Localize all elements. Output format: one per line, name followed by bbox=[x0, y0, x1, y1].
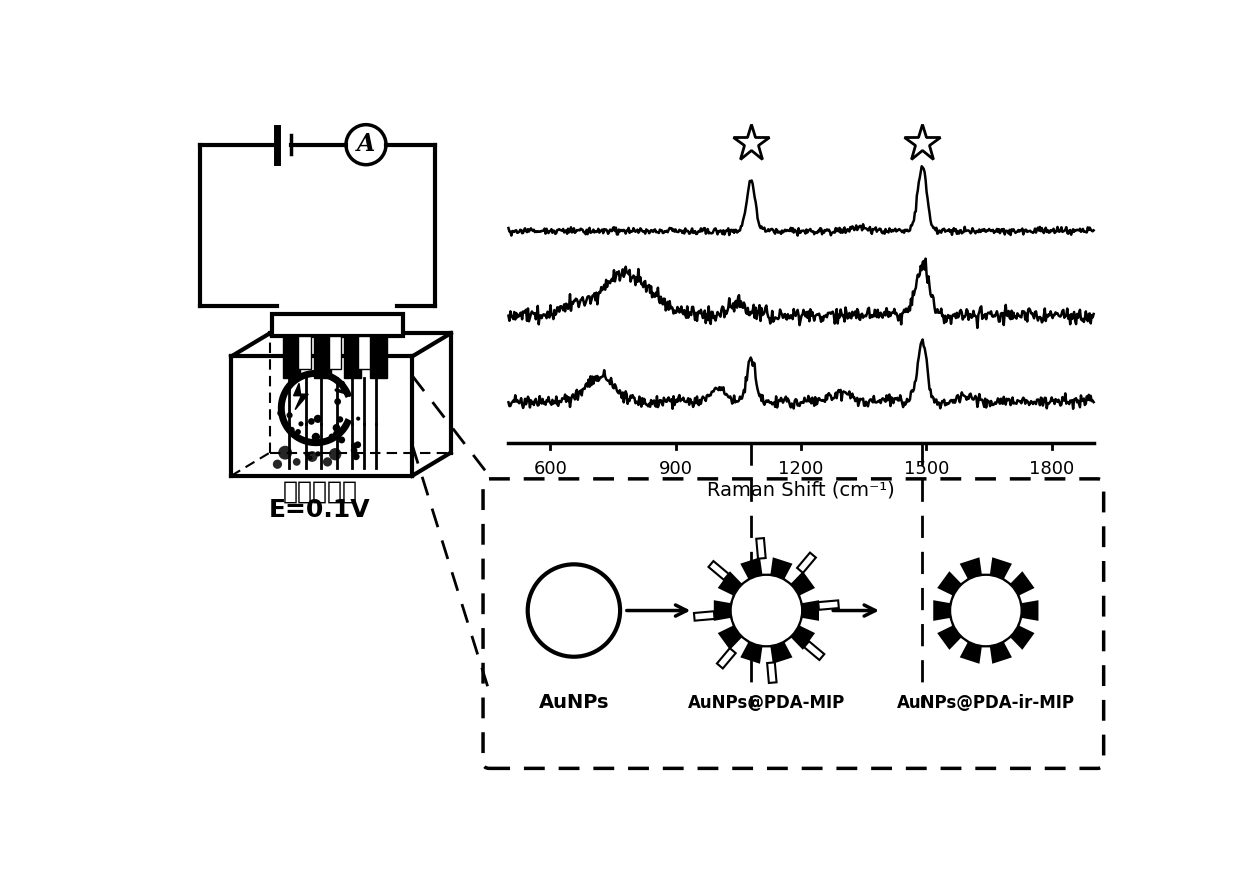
Text: AuNPs: AuNPs bbox=[538, 693, 609, 712]
Text: 1500: 1500 bbox=[904, 460, 949, 479]
Circle shape bbox=[332, 424, 340, 432]
Circle shape bbox=[293, 458, 300, 466]
Circle shape bbox=[337, 416, 343, 423]
Text: 600: 600 bbox=[533, 460, 567, 479]
Circle shape bbox=[355, 441, 361, 448]
Text: A: A bbox=[357, 132, 376, 156]
Circle shape bbox=[299, 421, 304, 426]
Polygon shape bbox=[717, 648, 735, 669]
Text: 1200: 1200 bbox=[779, 460, 823, 479]
Text: 900: 900 bbox=[658, 460, 693, 479]
Circle shape bbox=[322, 457, 332, 467]
Bar bbox=[329, 336, 341, 369]
Circle shape bbox=[305, 452, 310, 457]
Circle shape bbox=[335, 399, 341, 405]
Polygon shape bbox=[294, 384, 309, 410]
Bar bbox=[283, 336, 300, 378]
Polygon shape bbox=[714, 559, 818, 663]
Polygon shape bbox=[797, 553, 816, 573]
Bar bbox=[345, 336, 361, 378]
Circle shape bbox=[732, 576, 801, 645]
Bar bbox=[299, 336, 310, 369]
Text: Raman Shift (cm⁻¹): Raman Shift (cm⁻¹) bbox=[707, 480, 895, 500]
Circle shape bbox=[339, 437, 345, 443]
Circle shape bbox=[351, 447, 357, 453]
Circle shape bbox=[356, 417, 361, 420]
Circle shape bbox=[273, 460, 281, 469]
Circle shape bbox=[351, 443, 357, 449]
Circle shape bbox=[329, 433, 335, 439]
Circle shape bbox=[286, 412, 293, 419]
Bar bbox=[272, 314, 403, 336]
Text: E=0.1V: E=0.1V bbox=[269, 499, 371, 522]
Circle shape bbox=[951, 576, 1021, 645]
Text: 电化学富集: 电化学富集 bbox=[283, 480, 357, 503]
Circle shape bbox=[315, 452, 321, 457]
Circle shape bbox=[314, 415, 322, 423]
Polygon shape bbox=[804, 641, 825, 660]
Text: AuNPs@PDA-ir-MIP: AuNPs@PDA-ir-MIP bbox=[897, 694, 1075, 712]
Polygon shape bbox=[756, 538, 765, 559]
Circle shape bbox=[289, 426, 295, 433]
Polygon shape bbox=[694, 611, 714, 621]
Circle shape bbox=[308, 418, 315, 425]
Text: 1800: 1800 bbox=[1029, 460, 1075, 479]
Circle shape bbox=[278, 446, 293, 460]
Text: AuNPs@PDA-MIP: AuNPs@PDA-MIP bbox=[688, 694, 844, 712]
Circle shape bbox=[329, 448, 341, 460]
Circle shape bbox=[306, 451, 317, 462]
Circle shape bbox=[352, 453, 360, 460]
Circle shape bbox=[311, 433, 320, 441]
Circle shape bbox=[309, 456, 312, 460]
Bar bbox=[370, 336, 387, 378]
Polygon shape bbox=[818, 601, 838, 610]
Polygon shape bbox=[768, 663, 776, 683]
Circle shape bbox=[295, 429, 301, 435]
Bar bbox=[357, 336, 370, 369]
Circle shape bbox=[332, 430, 342, 439]
Polygon shape bbox=[708, 561, 729, 580]
Polygon shape bbox=[934, 559, 1038, 663]
Circle shape bbox=[278, 410, 284, 416]
Bar bbox=[314, 336, 331, 378]
